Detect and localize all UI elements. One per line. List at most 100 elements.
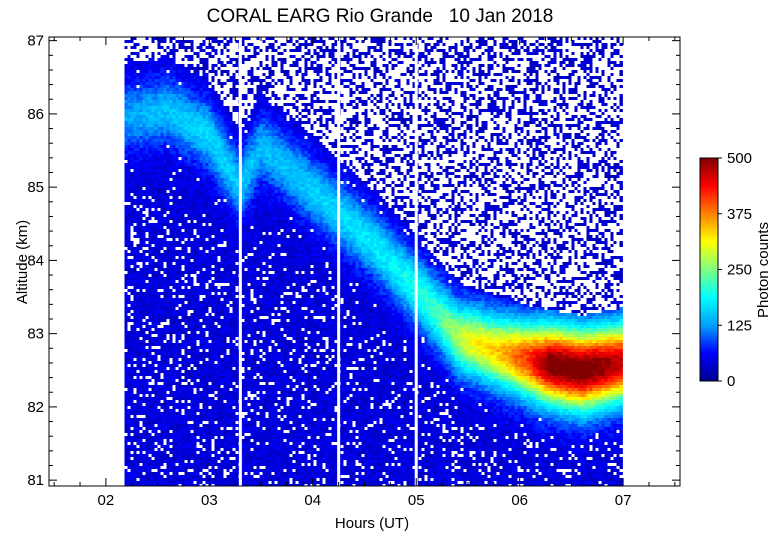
heatmap-cell: [185, 454, 188, 457]
heatmap-cell: [161, 418, 164, 421]
heatmap-cell: [200, 370, 203, 373]
heatmap-cell: [164, 394, 167, 397]
heatmap-cell: [164, 400, 167, 403]
heatmap-cell: [218, 427, 221, 430]
heatmap-cell: [137, 112, 140, 115]
heatmap-cell: [161, 478, 164, 481]
heatmap-cell: [164, 190, 167, 193]
heatmap-cell: [125, 343, 128, 346]
heatmap-cell: [149, 463, 152, 466]
heatmap-cell: [188, 280, 191, 283]
heatmap-cell: [212, 361, 215, 364]
heatmap-cell: [155, 79, 158, 82]
heatmap-cell: [137, 82, 140, 85]
heatmap-cell: [182, 244, 185, 247]
heatmap-cell: [218, 148, 221, 151]
heatmap-cell: [218, 109, 221, 112]
heatmap-cell: [167, 403, 170, 406]
heatmap-cell: [140, 187, 143, 190]
heatmap-cell: [158, 127, 161, 130]
heatmap-cell: [194, 268, 197, 271]
heatmap-cell: [209, 397, 212, 400]
heatmap-cell: [164, 67, 167, 70]
heatmap-cell: [155, 259, 158, 262]
heatmap-cell: [203, 190, 206, 193]
heatmap-cell: [212, 175, 215, 178]
heatmap-cell: [197, 235, 200, 238]
heatmap-cell: [212, 112, 215, 115]
heatmap-cell: [161, 451, 164, 454]
heatmap-cell: [164, 280, 167, 283]
heatmap-cell: [164, 409, 167, 412]
heatmap-cell: [173, 289, 176, 292]
heatmap-cell: [128, 310, 131, 313]
heatmap-cell: [134, 229, 137, 232]
heatmap-cell: [173, 307, 176, 310]
heatmap-cell: [146, 172, 149, 175]
heatmap-cell: [197, 148, 200, 151]
heatmap-cell: [203, 466, 206, 469]
heatmap-cell: [137, 217, 140, 220]
heatmap-cell: [206, 43, 209, 46]
heatmap-cell: [170, 325, 173, 328]
heatmap-cell: [179, 199, 182, 202]
heatmap-cell: [215, 190, 218, 193]
heatmap-cell: [146, 370, 149, 373]
heatmap-cell: [212, 298, 215, 301]
heatmap-cell: [206, 175, 209, 178]
heatmap-cell: [137, 256, 140, 259]
heatmap-cell: [203, 238, 206, 241]
heatmap-cell: [137, 211, 140, 214]
heatmap-cell: [143, 73, 146, 76]
heatmap-cell: [137, 295, 140, 298]
heatmap-cell: [170, 133, 173, 136]
heatmap-cell: [194, 235, 197, 238]
heatmap-cell: [128, 412, 131, 415]
heatmap-cell: [182, 322, 185, 325]
heatmap-cell: [221, 436, 224, 439]
heatmap-cell: [203, 358, 206, 361]
heatmap-cell: [155, 244, 158, 247]
heatmap-cell: [200, 97, 203, 100]
heatmap-cell: [218, 406, 221, 409]
heatmap-cell: [218, 253, 221, 256]
heatmap-cell: [185, 466, 188, 469]
heatmap-cell: [206, 376, 209, 379]
heatmap-cell: [155, 256, 158, 259]
heatmap-cell: [176, 244, 179, 247]
heatmap-cell: [161, 289, 164, 292]
heatmap-cell: [143, 301, 146, 304]
heatmap-cell: [164, 46, 167, 49]
heatmap-cell: [182, 85, 185, 88]
heatmap-cell: [185, 217, 188, 220]
heatmap-cell: [128, 322, 131, 325]
heatmap-cell: [131, 175, 134, 178]
heatmap-cell: [212, 109, 215, 112]
heatmap-cell: [158, 196, 161, 199]
heatmap-cell: [170, 97, 173, 100]
heatmap-cell: [215, 136, 218, 139]
heatmap-cell: [143, 232, 146, 235]
heatmap-cell: [128, 250, 131, 253]
heatmap-cell: [155, 409, 158, 412]
heatmap-cell: [143, 76, 146, 79]
heatmap-cell: [176, 334, 179, 337]
heatmap-cell: [215, 160, 218, 163]
heatmap-cell: [146, 184, 149, 187]
heatmap-cell: [176, 166, 179, 169]
heatmap-cell: [161, 322, 164, 325]
heatmap-cell: [209, 292, 212, 295]
heatmap-cell: [182, 172, 185, 175]
heatmap-cell: [161, 319, 164, 322]
heatmap-cell: [221, 310, 224, 313]
heatmap-cell: [152, 355, 155, 358]
heatmap-cell: [143, 295, 146, 298]
heatmap-cell: [161, 415, 164, 418]
heatmap-cell: [188, 112, 191, 115]
heatmap-cell: [179, 457, 182, 460]
heatmap-cell: [152, 61, 155, 64]
heatmap-cell: [185, 436, 188, 439]
heatmap-cell: [221, 88, 224, 91]
heatmap-cell: [152, 37, 155, 40]
heatmap-cell: [188, 136, 191, 139]
